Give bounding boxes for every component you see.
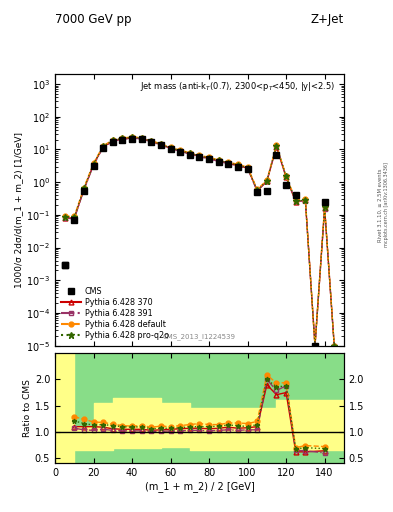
X-axis label: (m_1 + m_2) / 2 [GeV]: (m_1 + m_2) / 2 [GeV] — [145, 481, 254, 492]
Text: Rivet 3.1.10, ≥ 2.5M events: Rivet 3.1.10, ≥ 2.5M events — [378, 168, 383, 242]
Text: mcplots.cern.ch [arXiv:1306.3436]: mcplots.cern.ch [arXiv:1306.3436] — [384, 162, 389, 247]
Text: Jet mass (anti-k$_{T}$(0.7), 2300<p$_{T}$<450, |y|<2.5): Jet mass (anti-k$_{T}$(0.7), 2300<p$_{T}… — [140, 80, 335, 93]
Legend: CMS, Pythia 6.428 370, Pythia 6.428 391, Pythia 6.428 default, Pythia 6.428 pro-: CMS, Pythia 6.428 370, Pythia 6.428 391,… — [57, 284, 172, 343]
Text: Z+Jet: Z+Jet — [310, 13, 344, 26]
Bar — [55, 353, 344, 463]
Y-axis label: 1000/σ 2dσ/d(m_1 + m_2) [1/GeV]: 1000/σ 2dσ/d(m_1 + m_2) [1/GeV] — [14, 132, 23, 288]
Text: CMS_2013_I1224539: CMS_2013_I1224539 — [163, 333, 236, 340]
Text: 7000 GeV pp: 7000 GeV pp — [55, 13, 132, 26]
Y-axis label: Ratio to CMS: Ratio to CMS — [23, 379, 32, 437]
